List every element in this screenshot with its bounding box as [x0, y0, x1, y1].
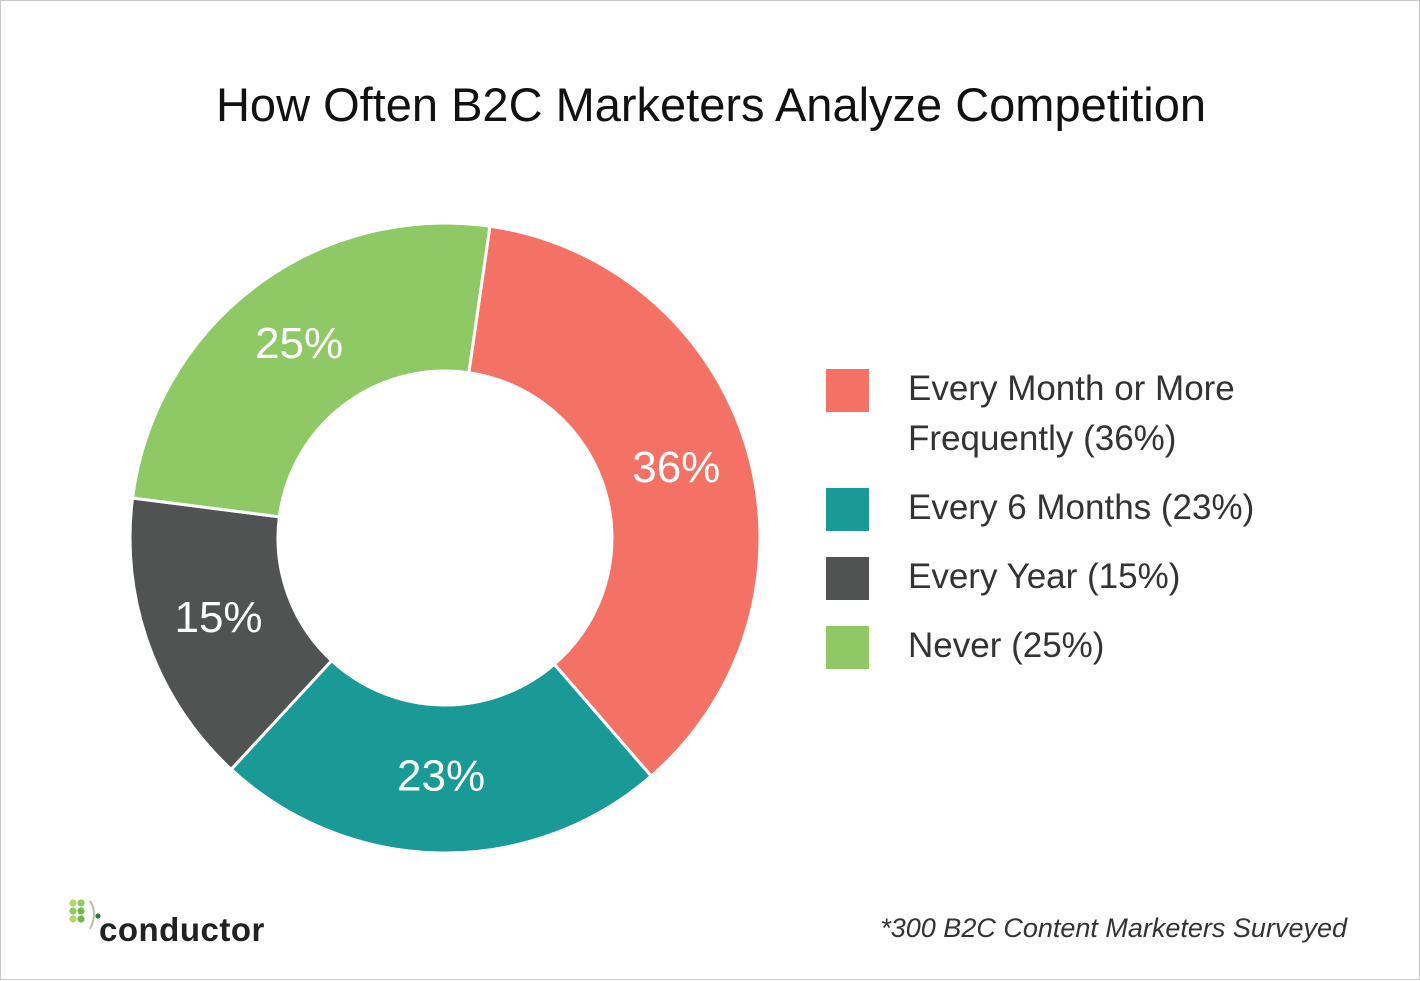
legend-item: Every Month or More Frequently (36%) — [826, 367, 1296, 464]
legend-item: Every Year (15%) — [826, 555, 1296, 602]
legend-swatch — [826, 557, 869, 600]
logo-text: conductor — [99, 911, 265, 948]
legend-label: Every Year (15%) — [908, 557, 1181, 596]
chart-title: How Often B2C Marketers Analyze Competit… — [215, 78, 1207, 131]
legend-item: Every 6 Months (23%) — [826, 486, 1296, 533]
donut-slice — [467, 224, 762, 779]
slice-label: 15% — [174, 593, 262, 642]
logo-icon — [69, 899, 101, 930]
legend: Every Month or More Frequently (36%) Ever… — [826, 367, 1296, 693]
footnote: *300 B2C Content Marketers Surveyed — [880, 913, 1347, 943]
donut-slice — [128, 496, 334, 772]
donut-slice — [229, 658, 654, 855]
legend-swatch — [826, 626, 869, 669]
slice-label: 23% — [397, 752, 485, 801]
legend-label: Every 6 Months (23%) — [908, 488, 1255, 527]
legend-swatch — [826, 369, 869, 412]
legend-label: Never (25%) — [908, 626, 1105, 665]
donut-chart: 36% 23% 15% 25% — [128, 221, 762, 855]
legend-label: Every Month or More Frequently (36%) — [908, 369, 1235, 458]
legend-item: Never (25%) — [826, 624, 1296, 671]
legend-swatch — [826, 488, 869, 531]
slice-label: 36% — [632, 443, 720, 492]
slice-label: 25% — [255, 319, 343, 368]
donut-slice — [130, 221, 492, 519]
